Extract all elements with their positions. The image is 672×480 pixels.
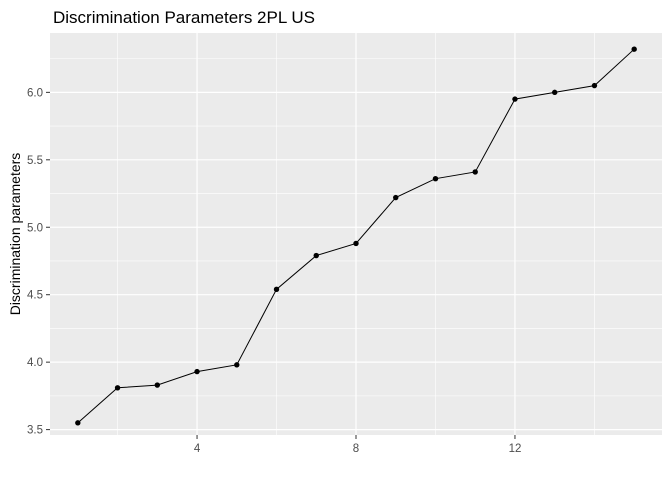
- x-tick-label: 12: [509, 443, 522, 455]
- y-tick-label: 3.5: [27, 425, 43, 437]
- data-point: [552, 89, 558, 96]
- y-tick-label: 6.0: [27, 87, 43, 99]
- data-series: [75, 46, 637, 426]
- data-point: [512, 96, 518, 102]
- data-point: [393, 194, 399, 201]
- data-point: [631, 46, 637, 52]
- y-tick-label: 4.5: [27, 290, 43, 302]
- data-point: [472, 169, 478, 175]
- data-point: [353, 240, 359, 247]
- data-point: [432, 175, 439, 182]
- data-point: [75, 420, 81, 426]
- data-point: [194, 368, 200, 375]
- grid-lines: [50, 33, 662, 435]
- data-point: [234, 362, 240, 368]
- data-point: [313, 252, 319, 259]
- y-axis-title: Discrimination parameters: [7, 153, 23, 316]
- chart-title: Discrimination Parameters 2PL US: [53, 8, 315, 27]
- y-tick-label: 5.5: [27, 155, 43, 167]
- x-tick-label: 4: [194, 443, 201, 455]
- data-point: [154, 382, 160, 388]
- data-point: [273, 286, 280, 293]
- axes: 4 8 12 3.5 4.0 4.5 5.0 5.5 6.0: [27, 87, 521, 455]
- y-tick-label: 5.0: [27, 222, 43, 234]
- x-tick-label: 8: [353, 443, 359, 455]
- y-tick-label: 4.0: [27, 357, 43, 369]
- data-point: [114, 385, 121, 391]
- data-point: [591, 82, 598, 89]
